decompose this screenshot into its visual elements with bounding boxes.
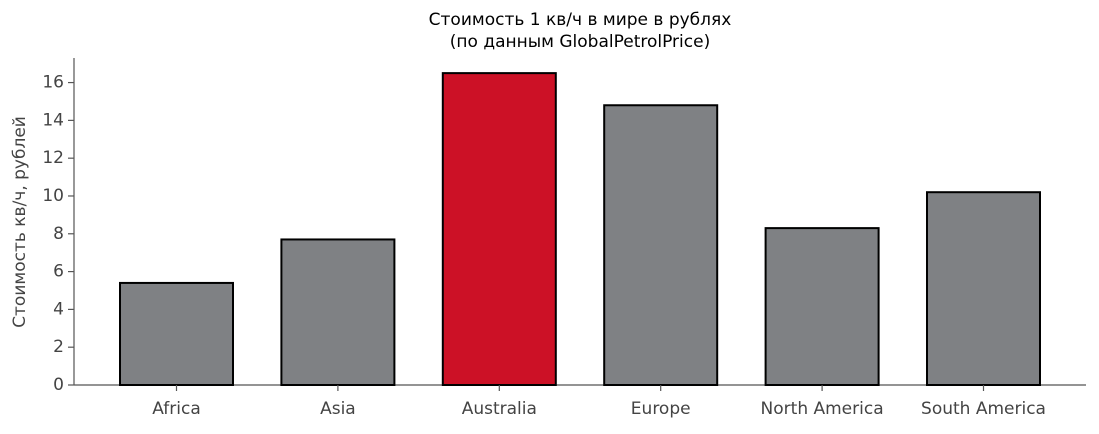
x-tick-label: Africa — [152, 399, 201, 419]
bar — [280, 238, 396, 386]
chart-title: Стоимость 1 кв/ч в мире в рублях — [429, 10, 732, 30]
y-tick-label: 12 — [42, 148, 64, 168]
x-tick-label: Australia — [462, 399, 537, 419]
y-tick-label: 2 — [53, 337, 64, 357]
bar — [926, 191, 1041, 386]
chart-subtitle: (по данным GlobalPetrolPrice) — [450, 32, 710, 52]
x-tick-label: North America — [761, 399, 884, 419]
y-tick-label: 10 — [42, 186, 64, 206]
x-tick-label: Europe — [631, 399, 691, 419]
bar — [119, 281, 234, 386]
y-tick-label: 4 — [53, 299, 64, 319]
x-tick-label: Asia — [320, 399, 356, 419]
bar — [441, 72, 557, 386]
bar — [764, 227, 880, 386]
y-tick-label: 16 — [42, 73, 64, 93]
bar — [603, 104, 719, 386]
x-tick-label: South America — [921, 399, 1046, 419]
y-tick-label: 6 — [53, 262, 64, 282]
y-axis-label: Стоимость кв/ч, рублей — [10, 116, 30, 328]
y-tick-label: 0 — [53, 375, 64, 395]
y-tick-label: 14 — [42, 110, 64, 130]
y-tick-label: 8 — [53, 224, 64, 244]
